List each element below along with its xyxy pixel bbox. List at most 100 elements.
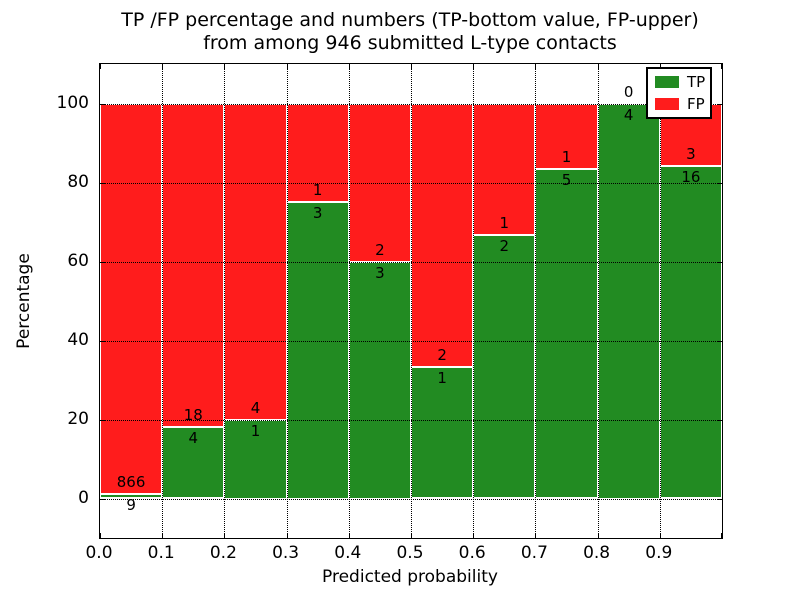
tp-bar <box>162 426 225 499</box>
y-tick-mark-right <box>717 103 722 105</box>
x-tick-mark-top <box>535 64 537 69</box>
legend-entry-fp: FP <box>655 95 705 113</box>
fp-count-label: 4 <box>250 398 261 417</box>
fp-bar <box>162 103 225 427</box>
y-tick-mark <box>100 261 105 263</box>
fp-count-label: 3 <box>686 144 696 163</box>
y-tick-label: 40 <box>67 329 89 350</box>
tp-count-label: 16 <box>681 167 701 186</box>
y-tick-mark-right <box>717 340 722 342</box>
fp-count-label: 1 <box>561 148 572 167</box>
fp-count-label: 866 <box>116 473 146 492</box>
x-tick-mark <box>659 533 661 538</box>
x-tick-mark-top <box>721 64 722 69</box>
y-tick-mark-right <box>717 498 722 500</box>
tp-bar <box>411 366 474 499</box>
chart-title-line2: from among 946 submitted L-type contacts <box>203 32 617 54</box>
x-tick-mark-top <box>348 64 350 69</box>
x-tick-mark <box>286 533 288 538</box>
tp-count-label: 4 <box>188 428 199 447</box>
fp-bar <box>535 103 598 170</box>
x-tick-mark-top <box>597 64 599 69</box>
x-tick-mark <box>100 533 101 538</box>
x-tick-label: 0.9 <box>645 543 673 563</box>
tp-count-label: 4 <box>623 105 634 124</box>
vertical-gridline <box>659 64 661 538</box>
y-tick-mark <box>100 419 105 421</box>
x-tick-mark <box>721 533 722 538</box>
x-tick-mark <box>224 533 226 538</box>
tp-count-label: 1 <box>437 368 447 387</box>
x-tick-mark-top <box>659 64 661 69</box>
tp-count-label: 2 <box>499 237 510 256</box>
tp-count-label: 5 <box>561 171 572 190</box>
y-tick-mark <box>100 498 105 500</box>
fp-legend-swatch <box>655 98 679 110</box>
y-axis-label: Percentage <box>14 253 34 349</box>
x-tick-mark <box>162 533 164 538</box>
x-tick-mark <box>348 533 350 538</box>
tp-bar <box>348 261 411 499</box>
y-tick-label: 80 <box>67 171 89 192</box>
y-tick-mark-right <box>717 261 722 263</box>
x-tick-mark <box>473 533 475 538</box>
tp-bar <box>597 103 660 499</box>
tp-bar <box>100 494 163 499</box>
y-tick-label: 60 <box>67 250 89 271</box>
x-axis-label: Predicted probability <box>322 567 498 587</box>
tp-legend-label: TP <box>687 73 706 91</box>
x-tick-mark-top <box>224 64 226 69</box>
vertical-gridline <box>224 64 226 538</box>
vertical-gridline <box>348 64 350 538</box>
fp-count-label: 0 <box>623 82 634 101</box>
x-tick-mark <box>597 533 599 538</box>
tp-bar <box>473 235 536 499</box>
y-tick-mark-right <box>717 182 722 184</box>
fp-count-label: 1 <box>312 181 323 200</box>
x-tick-label: 0.1 <box>147 543 175 563</box>
plot-area: TP FP 866 9 18 4 4 1 1 3 2 3 2 1 1 2 1 5 0 4 3 16 <box>99 63 723 539</box>
x-tick-label: 0.3 <box>272 543 300 563</box>
vertical-gridline <box>286 64 288 538</box>
y-tick-label: 100 <box>56 92 89 113</box>
x-tick-label: 0.6 <box>458 543 486 563</box>
vertical-gridline <box>535 64 537 538</box>
vertical-gridline <box>597 64 599 538</box>
legend-entry-tp: TP <box>655 73 706 91</box>
legend: TP FP <box>646 67 712 119</box>
y-tick-mark <box>100 103 105 105</box>
x-tick-label: 0.4 <box>334 543 362 563</box>
vertical-gridline <box>162 64 164 538</box>
x-tick-label: 0.7 <box>520 543 548 563</box>
x-tick-mark-top <box>286 64 288 69</box>
x-tick-label: 0.5 <box>396 543 424 563</box>
y-tick-label: 0 <box>78 487 89 508</box>
x-tick-mark <box>535 533 537 538</box>
chart-title-line1: TP /FP percentage and numbers (TP-bottom… <box>121 9 699 31</box>
fp-bar <box>473 103 536 236</box>
x-tick-mark-top <box>162 64 164 69</box>
vertical-gridline <box>411 64 412 538</box>
x-tick-label: 0.0 <box>85 543 113 563</box>
y-tick-mark <box>100 340 105 342</box>
x-tick-mark-top <box>100 64 101 69</box>
fp-count-label: 2 <box>437 345 447 364</box>
tp-count-label: 9 <box>126 496 136 515</box>
y-tick-mark-right <box>717 419 722 421</box>
fp-legend-label: FP <box>687 95 705 113</box>
x-tick-label: 0.2 <box>209 543 237 563</box>
fp-count-label: 2 <box>375 240 385 259</box>
x-tick-mark-top <box>411 64 412 69</box>
tp-bar <box>659 165 722 499</box>
tp-count-label: 3 <box>375 263 385 282</box>
vertical-gridline <box>473 64 475 538</box>
x-tick-mark <box>411 533 412 538</box>
tp-bar <box>286 202 349 499</box>
fp-count-label: 18 <box>183 405 203 424</box>
x-tick-label: 0.8 <box>583 543 611 563</box>
fp-bar <box>286 103 349 203</box>
fp-bar <box>411 103 474 367</box>
x-tick-mark-top <box>473 64 475 69</box>
y-tick-label: 20 <box>67 408 89 429</box>
